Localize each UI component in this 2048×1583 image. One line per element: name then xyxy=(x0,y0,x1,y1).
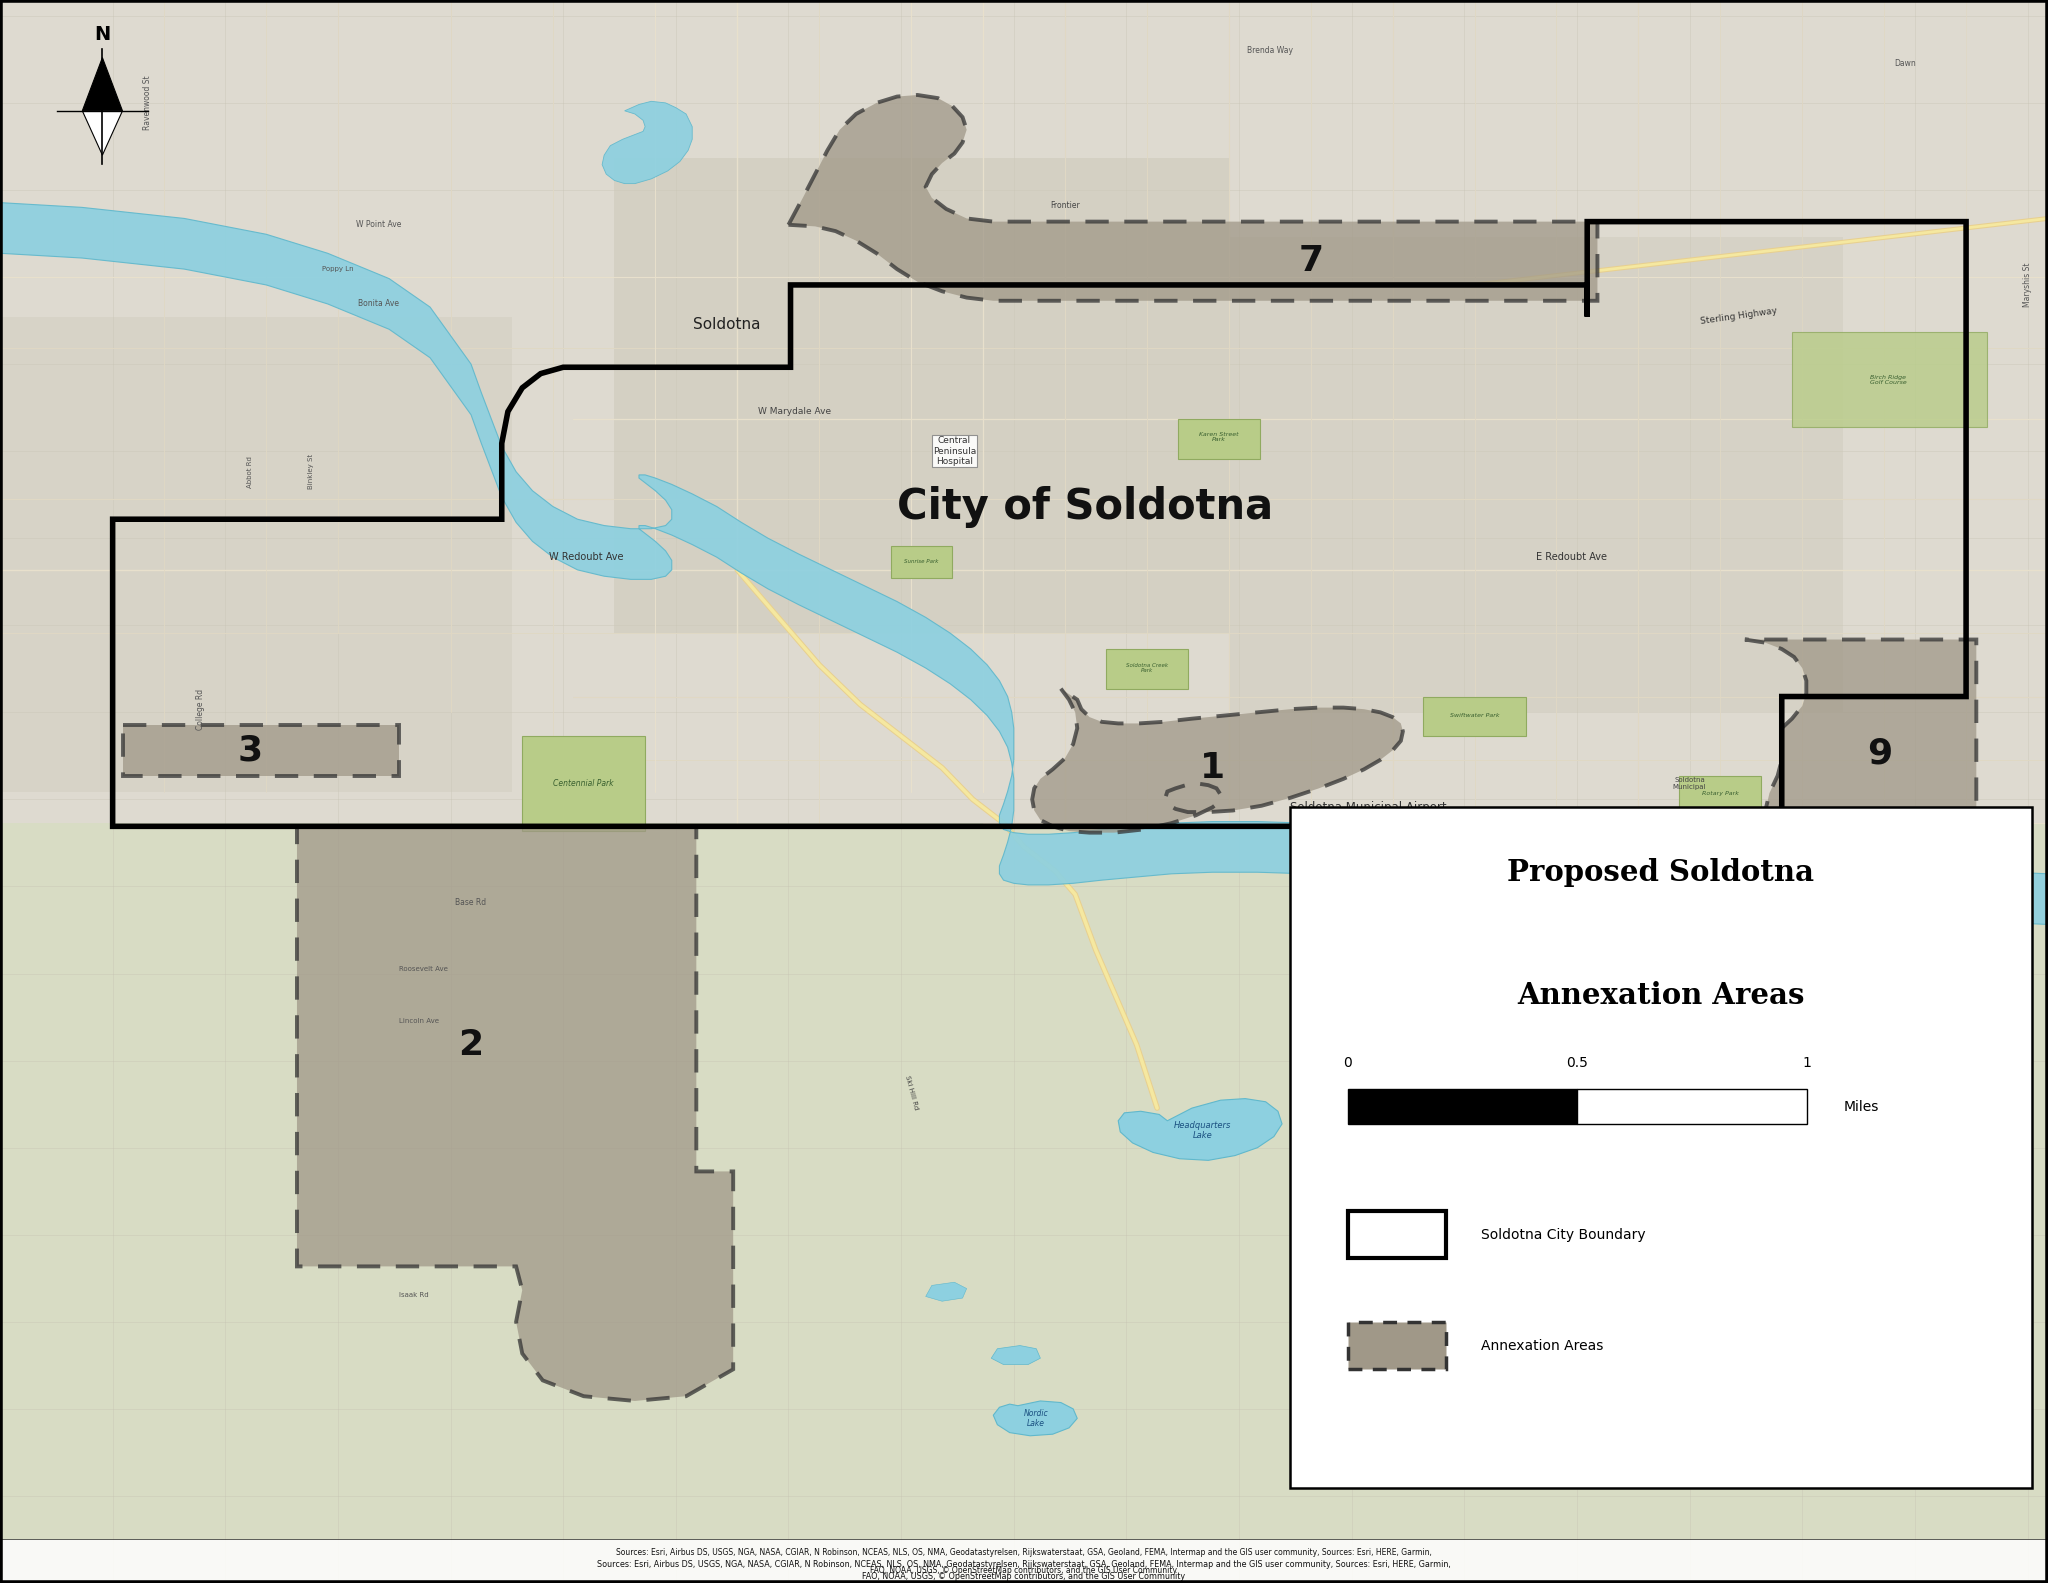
Text: Ski Hill Rd: Ski Hill Rd xyxy=(903,1075,920,1110)
Text: E Redoubt Ave: E Redoubt Ave xyxy=(1536,552,1608,562)
Text: FAO, NOAA, USGS, © OpenStreetMap contributors, and the GIS User Community: FAO, NOAA, USGS, © OpenStreetMap contrib… xyxy=(862,1572,1186,1581)
Text: Soldotna Creek
Park: Soldotna Creek Park xyxy=(1126,663,1167,673)
Polygon shape xyxy=(602,101,692,184)
Polygon shape xyxy=(788,95,1597,301)
Text: Sources: Esri, Airbus DS, USGS, NGA, NASA, CGIAR, N Robinson, NCEAS, NLS, OS, NM: Sources: Esri, Airbus DS, USGS, NGA, NAS… xyxy=(598,1559,1450,1569)
Polygon shape xyxy=(1745,640,1976,867)
Text: Sunrise Park: Sunrise Park xyxy=(905,559,938,565)
Text: Centennial Park: Centennial Park xyxy=(553,779,614,788)
Polygon shape xyxy=(1032,689,1403,833)
Polygon shape xyxy=(1106,649,1188,689)
Text: Abbot Rd: Abbot Rd xyxy=(248,456,252,488)
Text: Central
Peninsula
Hospital: Central Peninsula Hospital xyxy=(932,437,977,465)
Text: 1: 1 xyxy=(1802,1056,1812,1070)
Text: 7: 7 xyxy=(1298,244,1323,279)
Text: Dawn: Dawn xyxy=(1894,59,1915,68)
Polygon shape xyxy=(1118,1099,1282,1160)
Text: Base Rd: Base Rd xyxy=(455,898,487,907)
Text: W Point Ave: W Point Ave xyxy=(356,220,401,230)
Text: Annexation Areas: Annexation Areas xyxy=(1518,981,1804,1010)
Text: 1: 1 xyxy=(1200,750,1225,785)
Polygon shape xyxy=(926,1282,967,1301)
Bar xyxy=(1348,1211,1446,1258)
Text: Nordic
Lake: Nordic Lake xyxy=(1024,1409,1049,1428)
Text: Rotary Park: Rotary Park xyxy=(1702,790,1739,796)
Text: Roosevelt Ave: Roosevelt Ave xyxy=(399,966,449,972)
Text: Lincoln Ave: Lincoln Ave xyxy=(399,1018,440,1024)
Bar xyxy=(0,0,2048,823)
Text: Soldotna Municipal Airport: Soldotna Municipal Airport xyxy=(1290,801,1446,814)
Text: W Redoubt Ave: W Redoubt Ave xyxy=(549,552,623,562)
Text: 0.5: 0.5 xyxy=(1567,1056,1589,1070)
Polygon shape xyxy=(1792,332,1987,427)
Text: Brenda Way: Brenda Way xyxy=(1247,46,1292,55)
Text: 0: 0 xyxy=(1343,1056,1352,1070)
Polygon shape xyxy=(522,736,645,831)
Bar xyxy=(1290,807,2032,1488)
Polygon shape xyxy=(123,725,399,776)
Text: Soldotna: Soldotna xyxy=(694,317,760,332)
Polygon shape xyxy=(993,1401,1077,1436)
Text: Proposed Soldotna: Proposed Soldotna xyxy=(1507,858,1815,886)
Text: Bonita Ave: Bonita Ave xyxy=(358,299,399,309)
Text: Sources: Esri, Airbus DS, USGS, NGA, NASA, CGIAR, N Robinson, NCEAS, NLS, OS, NM: Sources: Esri, Airbus DS, USGS, NGA, NAS… xyxy=(616,1548,1432,1558)
Polygon shape xyxy=(82,57,123,111)
Text: W Marydale Ave: W Marydale Ave xyxy=(758,407,831,416)
Text: Poppy Ln: Poppy Ln xyxy=(322,266,354,272)
Bar xyxy=(0,1539,2048,1583)
Text: Ravenwood St: Ravenwood St xyxy=(143,76,152,130)
Polygon shape xyxy=(82,111,123,155)
Polygon shape xyxy=(991,1346,1040,1365)
Text: Maryshis St: Maryshis St xyxy=(2023,263,2032,307)
Text: Annexation Areas: Annexation Areas xyxy=(1481,1339,1604,1352)
Text: FAO, NOAA, USGS, © OpenStreetMap contributors, and the GIS User Community: FAO, NOAA, USGS, © OpenStreetMap contrib… xyxy=(870,1566,1178,1575)
Text: Frontier: Frontier xyxy=(1051,201,1079,211)
Polygon shape xyxy=(891,546,952,578)
Text: Binkley St: Binkley St xyxy=(309,454,313,489)
Polygon shape xyxy=(1423,697,1526,736)
Text: Sterling Highway: Sterling Highway xyxy=(1700,307,1778,326)
Bar xyxy=(1577,1089,1806,1124)
Polygon shape xyxy=(0,203,2048,924)
Polygon shape xyxy=(614,158,1229,633)
Polygon shape xyxy=(0,317,512,792)
Text: City of Soldotna: City of Soldotna xyxy=(897,486,1274,527)
Text: Karen Street
Park: Karen Street Park xyxy=(1198,432,1239,442)
Bar xyxy=(1348,1089,1577,1124)
Text: Swiftwater Park: Swiftwater Park xyxy=(1450,712,1499,719)
Polygon shape xyxy=(297,826,733,1401)
Polygon shape xyxy=(1229,237,1843,712)
Text: Isaak Rd: Isaak Rd xyxy=(399,1292,428,1298)
Text: Birch Ridge
Golf Course: Birch Ridge Golf Course xyxy=(1870,375,1907,385)
Polygon shape xyxy=(1178,419,1260,459)
Text: Soldotna: Soldotna xyxy=(1673,807,1706,814)
Bar xyxy=(1348,1322,1446,1369)
Text: Soldotna City Boundary: Soldotna City Boundary xyxy=(1481,1228,1645,1241)
Text: Soldotna
Municipal: Soldotna Municipal xyxy=(1673,777,1706,790)
Text: 9: 9 xyxy=(1868,736,1892,771)
Text: Miles: Miles xyxy=(1843,1100,1880,1113)
Polygon shape xyxy=(1679,776,1761,810)
Text: 2: 2 xyxy=(459,1027,483,1062)
Text: N: N xyxy=(94,25,111,44)
Text: Headquarters
Lake: Headquarters Lake xyxy=(1174,1121,1231,1140)
Text: College Rd: College Rd xyxy=(197,689,205,730)
Bar xyxy=(0,823,2048,1583)
Text: 3: 3 xyxy=(238,733,262,768)
